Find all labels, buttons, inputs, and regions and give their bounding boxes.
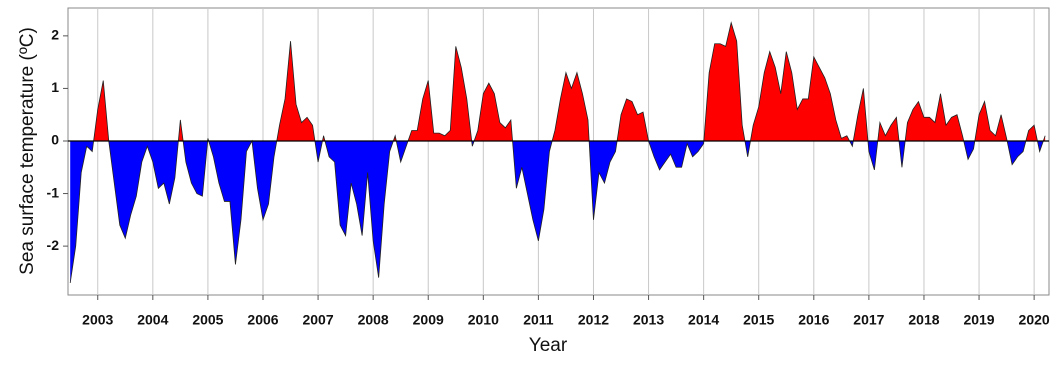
- x-tick-label: 2013: [633, 312, 664, 328]
- x-tick-label: 2008: [358, 312, 389, 328]
- y-tick-label: -1: [47, 184, 60, 200]
- x-tick-label: 2006: [247, 312, 278, 328]
- x-tick-label: 2012: [578, 312, 609, 328]
- x-tick-label: 2003: [82, 312, 113, 328]
- x-tick-label: 2016: [798, 312, 829, 328]
- x-tick-label: 2019: [963, 312, 994, 328]
- x-tick-label: 2014: [688, 312, 719, 328]
- outline: [69, 21, 1046, 283]
- x-tick-label: 2011: [523, 312, 554, 328]
- x-axis-label: Year: [529, 335, 568, 356]
- y-tick-label: 2: [51, 27, 59, 43]
- y-tick-label: 0: [51, 132, 59, 148]
- area-above: [70, 22, 1046, 141]
- x-tick-label: 2007: [302, 312, 333, 328]
- x-tick-label: 2020: [1019, 312, 1050, 328]
- y-tick-label: -2: [47, 237, 60, 253]
- area-below: [70, 140, 1044, 283]
- y-tick-label: 1: [51, 79, 59, 95]
- x-tick-label: 2015: [743, 312, 774, 328]
- x-tick-label: 2004: [137, 312, 168, 328]
- x-tick-label: 2017: [853, 312, 884, 328]
- plot-frame: [67, 7, 1050, 296]
- x-tick-label: 2018: [908, 312, 939, 328]
- y-axis-label: Sea surface temperature (ºC): [17, 27, 38, 275]
- x-tick-label: 2010: [468, 312, 499, 328]
- x-tick-label: 2005: [192, 312, 223, 328]
- x-tick-label: 2009: [413, 312, 444, 328]
